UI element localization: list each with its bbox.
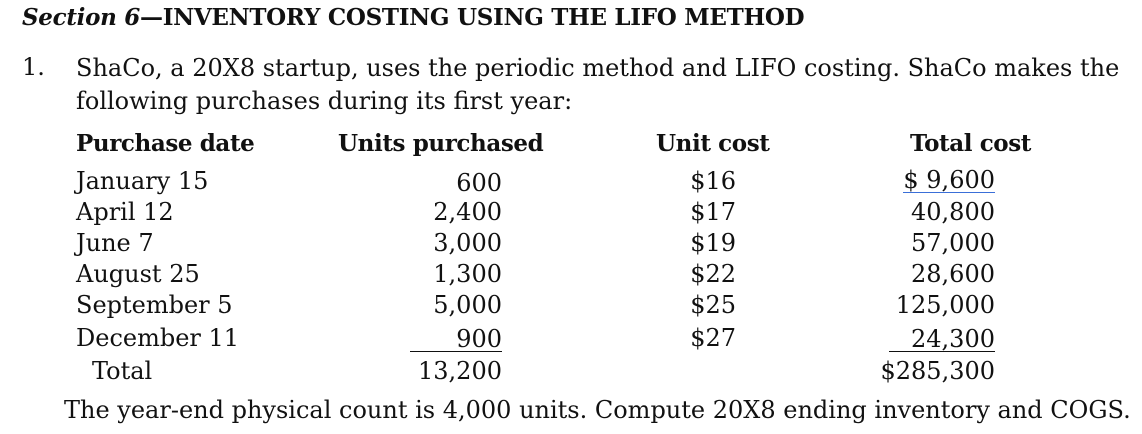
row-date: December 11 — [76, 324, 240, 352]
row-total-cost: 40,800 — [911, 198, 995, 226]
row-date: August 25 — [76, 260, 200, 288]
section-title: Section 6—INVENTORY COSTING USING THE LI… — [22, 4, 805, 31]
row-total-cost: 28,600 — [911, 260, 995, 288]
row-units: 900 — [410, 327, 502, 352]
row-unit-cost: $27 — [690, 324, 736, 352]
row-units: 2,400 — [433, 198, 502, 226]
row-total-cost: $ 9,600 — [903, 166, 995, 194]
total-cost-sum: $285,300 — [880, 357, 995, 385]
row-units: 5,000 — [433, 291, 502, 319]
row-units: 600 — [456, 169, 502, 197]
row-total-cost: 57,000 — [911, 229, 995, 257]
row-total-cost: 125,000 — [895, 291, 995, 319]
header-unit-cost: Unit cost — [656, 130, 770, 157]
row-unit-cost: $16 — [690, 167, 736, 195]
row-total-cost: 24,300 — [889, 327, 995, 352]
section-label: Section 6 — [22, 4, 140, 31]
row-unit-cost: $17 — [690, 198, 736, 226]
row-unit-cost: $22 — [690, 260, 736, 288]
header-purchase-date: Purchase date — [76, 130, 255, 157]
question-text: ShaCo, a 20X8 startup, uses the periodic… — [76, 54, 1120, 115]
header-units-purchased: Units purchased — [338, 130, 544, 157]
row-units: 3,000 — [433, 229, 502, 257]
row-date: September 5 — [76, 291, 233, 319]
row-date: January 15 — [76, 167, 209, 195]
total-units: 13,200 — [418, 357, 502, 385]
header-total-cost: Total cost — [910, 130, 1032, 157]
question-number: 1. — [22, 53, 45, 81]
row-date: June 7 — [76, 229, 154, 257]
section-heading: INVENTORY COSTING USING THE LIFO METHOD — [162, 4, 805, 31]
row-unit-cost: $19 — [690, 229, 736, 257]
footer-instruction: The year-end physical count is 4,000 uni… — [64, 396, 1131, 424]
section-dash: — — [139, 4, 163, 31]
row-unit-cost: $25 — [690, 291, 736, 319]
row-date: April 12 — [76, 198, 174, 226]
total-label: Total — [92, 357, 153, 385]
row-units: 1,300 — [433, 260, 502, 288]
